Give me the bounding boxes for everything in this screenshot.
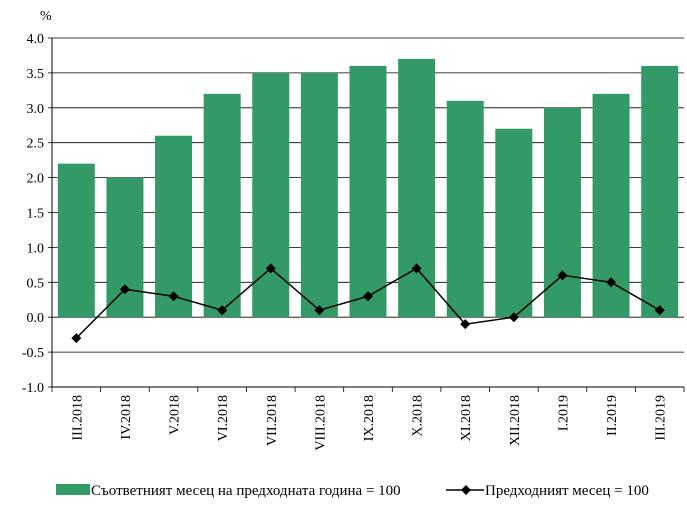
y-tick-label: -1.0 bbox=[22, 381, 44, 396]
y-tick-label: 0.0 bbox=[27, 311, 45, 326]
bar bbox=[252, 72, 290, 318]
line-point bbox=[71, 333, 82, 344]
bar bbox=[543, 107, 581, 318]
bar bbox=[446, 100, 484, 318]
y-axis-ticks: -1.0 -0.5 0.0 0.5 1.0 1.5 2.0 2.5 3.0 3.5 4.0 bbox=[22, 32, 52, 396]
y-tick-label: 4.0 bbox=[27, 32, 45, 47]
y-tick-label: 3.5 bbox=[27, 67, 45, 82]
line-point bbox=[654, 305, 665, 316]
line-point bbox=[557, 270, 568, 281]
y-tick-label: 1.5 bbox=[27, 207, 45, 222]
line-point bbox=[363, 291, 373, 302]
y-tick-label: -0.5 bbox=[22, 346, 44, 361]
x-tick-label: XI.2018 bbox=[459, 395, 474, 441]
x-axis-ticks: III.2018 IV.2018 V.2018 VI.2018 VII.2018 VIII… bbox=[51, 387, 685, 451]
line-point bbox=[168, 291, 179, 302]
y-tick-label: 2.0 bbox=[27, 172, 45, 187]
bar bbox=[398, 58, 436, 318]
x-tick-label: IV.2018 bbox=[119, 395, 134, 439]
y-tick-label: 0.5 bbox=[27, 276, 45, 291]
line-point bbox=[265, 263, 276, 274]
legend-bar-label: Съответният месец на предходната година … bbox=[91, 483, 401, 499]
bar bbox=[495, 128, 533, 318]
x-tick-label: III.2018 bbox=[70, 395, 85, 441]
x-tick-label: VI.2018 bbox=[216, 395, 231, 441]
line-point bbox=[606, 277, 617, 288]
line-point bbox=[217, 305, 228, 316]
bar bbox=[203, 93, 241, 318]
y-tick-label: 3.0 bbox=[27, 102, 45, 117]
x-tick-label: II.2019 bbox=[605, 395, 620, 436]
line-point bbox=[460, 319, 471, 330]
line-point bbox=[411, 263, 422, 274]
line-point bbox=[314, 305, 325, 316]
x-tick-label: VIII.2018 bbox=[313, 395, 328, 451]
y-axis-unit: % bbox=[40, 9, 52, 24]
x-tick-label: III.2019 bbox=[654, 395, 669, 441]
y-tick-label: 2.5 bbox=[27, 137, 45, 152]
bar bbox=[155, 135, 193, 318]
line-point bbox=[119, 284, 130, 295]
y-tick-label: 1.0 bbox=[27, 241, 45, 256]
bar bbox=[641, 65, 679, 318]
bar bbox=[57, 163, 95, 318]
x-tick-label: XII.2018 bbox=[508, 395, 523, 446]
bar bbox=[300, 72, 338, 318]
legend-line-label: Предходният месец = 100 bbox=[485, 483, 649, 499]
legend-bar-swatch bbox=[56, 484, 90, 495]
line-series bbox=[71, 263, 665, 344]
x-tick-label: VII.2018 bbox=[265, 395, 280, 446]
bar bbox=[349, 65, 387, 318]
legend: Съответният месец на предходната година … bbox=[56, 483, 649, 499]
bar bbox=[106, 177, 144, 318]
x-tick-label: I.2019 bbox=[556, 395, 571, 431]
x-tick-label: IX.2018 bbox=[362, 395, 377, 441]
x-tick-label: V.2018 bbox=[168, 395, 183, 435]
line-point bbox=[508, 312, 519, 323]
x-tick-label: X.2018 bbox=[411, 395, 426, 437]
